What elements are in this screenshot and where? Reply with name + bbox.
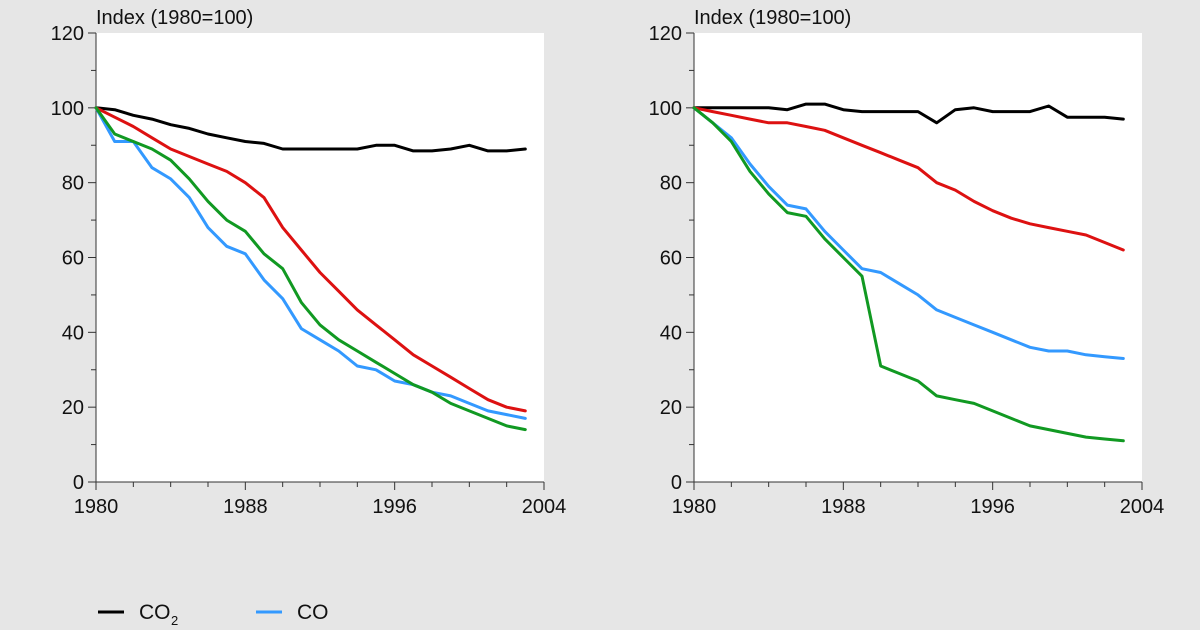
right-x-tick-label: 2004 (1120, 496, 1165, 518)
chart-right: Index (1980=100) 0 20 40 60 80 100 120 1980 1988 1… (649, 7, 1165, 518)
right-y-tick-label: 60 (660, 248, 682, 270)
right-series-series-green-line (692, 106, 1125, 443)
left-series-series-green-line (94, 106, 527, 432)
left-x-tick-label: 2004 (522, 496, 567, 518)
right-series-co-line (692, 106, 1125, 360)
right-x-tick-label: 1996 (970, 496, 1015, 518)
right-y-tick-label: 40 (660, 322, 682, 344)
left-series-series-red-line (94, 106, 527, 413)
left-y-tick-label: 40 (62, 322, 84, 344)
legend-item-co2: CO 2 (98, 601, 178, 628)
legend-label-co2: CO (139, 601, 171, 624)
legend-label-co: CO (297, 601, 329, 624)
right-series-co2-line (692, 102, 1125, 125)
left-x-tick-label: 1996 (372, 496, 417, 518)
right-y-axis-title: Index (1980=100) (694, 7, 851, 29)
left-y-tick-label: 100 (51, 98, 84, 120)
left-y-tick-label: 20 (62, 397, 84, 419)
legend: CO 2 CO (98, 601, 329, 628)
chart-left: Index (1980=100) 0 20 40 60 80 100 120 1980 1988 1… (51, 7, 567, 518)
right-series-series-red-line (692, 106, 1125, 252)
left-y-tick-label: 120 (51, 23, 84, 45)
left-plot-area (96, 33, 544, 482)
left-y-tick-label: 60 (62, 248, 84, 270)
right-y-tick-label: 20 (660, 397, 682, 419)
right-plot-area (694, 33, 1142, 482)
left-y-tick-label: 80 (62, 173, 84, 195)
right-y-tick-label: 80 (660, 173, 682, 195)
right-y-tick-label: 100 (649, 98, 682, 120)
right-x-tick-label: 1980 (672, 496, 717, 518)
left-y-tick-label: 0 (73, 472, 84, 494)
right-x-tick-label: 1988 (821, 496, 866, 518)
left-x-tick-label: 1988 (223, 496, 268, 518)
left-x-tick-label: 1980 (74, 496, 119, 518)
right-y-tick-label: 120 (649, 23, 682, 45)
right-y-tick-label: 0 (671, 472, 682, 494)
legend-label-co2-subscript: 2 (171, 613, 178, 628)
left-series-co2-line (94, 106, 527, 153)
left-y-axis-title: Index (1980=100) (96, 7, 253, 29)
left-series-co-line (94, 106, 527, 420)
legend-item-co: CO (256, 601, 329, 624)
